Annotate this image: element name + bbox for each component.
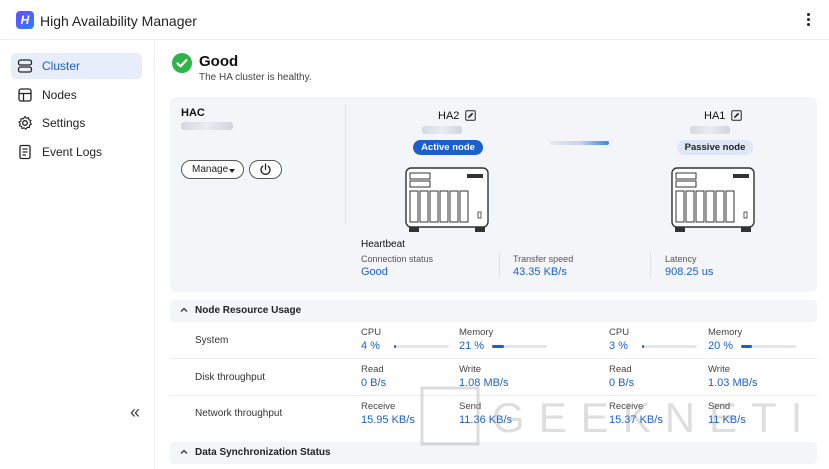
heartbeat-link [550,141,609,145]
section-title: Node Resource Usage [195,305,302,316]
usage-fill [492,345,504,348]
chevron-up-icon[interactable] [179,447,189,457]
active-node-badge: Active node [413,140,483,155]
check-circle-icon [172,53,192,73]
metric-label: Receive [361,401,396,412]
app-title: High Availability Manager [40,13,197,29]
heartbeat-metric-label: Transfer speed [513,254,574,264]
heartbeat-metric-value: Good [361,266,388,278]
metric-label: CPU [361,327,382,338]
redacted-ip [422,126,462,134]
metric-value: 15.37 KB/s [609,414,663,426]
status-subtitle: The HA cluster is healthy. [199,72,312,83]
more-options-icon[interactable] [803,11,813,29]
passive-node-badge: Passive node [677,140,753,155]
nas-device-icon [405,167,489,232]
status-title: Good [199,53,239,70]
metric-label: Receive [609,401,644,412]
metric-value: 4 % [361,340,380,352]
power-icon [260,163,271,175]
nas-device-icon [671,167,755,232]
cpu-usage-bar [394,345,449,348]
log-icon [19,144,31,160]
sidebar-item-label: Cluster [42,59,81,73]
sidebar-item-label: Settings [42,116,86,130]
edit-icon[interactable] [731,110,742,121]
server-stack-icon [17,59,33,73]
manage-button-label: Manage [192,164,229,175]
metric-label: Read [361,364,384,375]
row-label-network-throughput: Network throughput [195,408,283,419]
redacted-ip [690,126,730,134]
metric-value: 1.03 MB/s [708,377,758,389]
table-row [170,359,817,396]
manage-button[interactable]: Manage [181,160,244,179]
metric-value: 1.08 MB/s [459,377,509,389]
redacted-ip [181,122,233,130]
gear-icon [18,115,32,130]
nodes-icon [18,88,32,102]
usage-fill [741,345,752,348]
cpu-usage-bar [642,345,697,348]
metric-label: CPU [609,327,630,338]
usage-fill [642,345,645,348]
heartbeat-metric-value: 908.25 us [665,266,714,278]
usage-fill [394,345,397,348]
divider [499,252,500,278]
row-label-disk-throughput: Disk throughput [195,372,266,383]
metric-label: Memory [459,327,494,338]
data-sync-header[interactable]: Data Synchronization Status [170,442,817,464]
app-header: H High Availability Manager [0,0,829,40]
sidebar-item-event-logs[interactable]: Event Logs [11,139,142,165]
sidebar [0,40,155,469]
metric-label: Read [609,364,632,375]
heartbeat-metric-label: Latency [665,254,697,264]
metric-label: Memory [708,327,743,338]
heartbeat-metric-label: Connection status [361,254,434,264]
metric-label: Send [459,401,482,412]
node-name-ha1: HA1 [704,110,726,122]
edit-icon[interactable] [465,110,476,121]
divider [345,104,346,224]
metric-value: 11 KB/s [708,414,746,426]
sidebar-item-settings[interactable]: Settings [11,110,142,136]
collapse-sidebar-icon[interactable]: « [130,402,140,422]
sidebar-item-label: Nodes [42,88,77,102]
power-button[interactable] [249,160,282,179]
metric-value: 0 B/s [609,377,635,389]
cluster-name: HAC [181,107,205,119]
metric-value: 15.95 KB/s [361,414,415,426]
node-name-ha2: HA2 [438,110,460,122]
divider [650,252,651,278]
metric-value: 11.36 KB/s [459,414,512,426]
metric-label: Write [459,364,481,375]
metric-value: 20 % [708,340,734,352]
section-title: Data Synchronization Status [195,447,331,458]
heartbeat-metric-value: 43.35 KB/s [513,266,567,278]
row-label-system: System [195,335,229,346]
sidebar-item-cluster[interactable]: Cluster [11,53,142,79]
metric-label: Write [708,364,730,375]
heartbeat-title: Heartbeat [361,239,405,250]
table-row [170,322,817,359]
resource-usage-header[interactable]: Node Resource Usage [170,300,817,322]
memory-usage-bar [741,345,796,348]
caret-down-icon [229,169,235,173]
metric-value: 3 % [609,340,628,352]
metric-value: 0 B/s [361,377,387,389]
app-logo-icon: H [16,11,34,29]
metric-value: 21 % [459,340,485,352]
sidebar-item-nodes[interactable]: Nodes [11,82,142,108]
chevron-up-icon[interactable] [179,305,189,315]
metric-label: Send [708,401,731,412]
sidebar-item-label: Event Logs [42,145,103,159]
memory-usage-bar [492,345,547,348]
